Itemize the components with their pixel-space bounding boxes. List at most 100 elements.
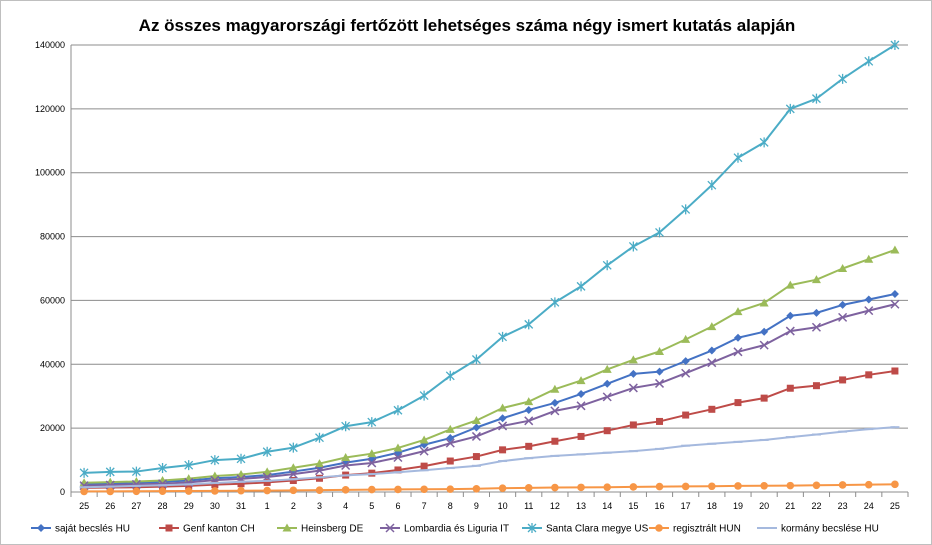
point-5-23: [681, 482, 690, 491]
point-1-22: [656, 417, 664, 425]
point-0-23: [681, 357, 690, 366]
point-4-7: [262, 446, 272, 457]
point-5-26: [760, 481, 768, 490]
x-tick-label-21: 15: [628, 501, 638, 511]
point-1-7: [263, 478, 271, 486]
y-tick-label-7: 140000: [35, 40, 65, 50]
point-1-6: [237, 480, 245, 488]
point-2-28: [811, 275, 821, 284]
x-tick-label-27: 21: [785, 501, 795, 511]
point-0-14: [446, 434, 455, 443]
point-2-20: [602, 364, 612, 373]
series-line-5: [84, 483, 895, 493]
point-4-2: [131, 466, 141, 477]
point-1-26: [760, 394, 768, 402]
x-tick-label-11: 5: [369, 501, 374, 511]
point-5-5: [211, 487, 219, 495]
point-0-25: [733, 333, 742, 342]
x-tick-label-0: 25: [79, 501, 89, 511]
point-2-14: [445, 424, 455, 433]
point-4-25: [733, 152, 743, 163]
point-4-6: [236, 453, 246, 464]
point-1-14: [446, 457, 454, 465]
point-5-20: [603, 483, 612, 492]
legend-label-5: regisztrált HUN: [673, 524, 741, 535]
point-3-13: [419, 446, 429, 456]
point-3-19: [576, 401, 586, 411]
legend-marker-2: [282, 523, 292, 532]
series-line-4: [84, 44, 896, 474]
series-line-1: [84, 370, 896, 489]
chart-title: Az összes magyarországi fertőzött lehets…: [139, 16, 796, 35]
x-tick-label-2: 27: [131, 501, 141, 511]
point-3-22: [654, 378, 665, 388]
point-2-22: [655, 347, 665, 356]
point-4-31: [890, 40, 900, 50]
point-0-26: [760, 327, 769, 336]
point-1-19: [577, 432, 585, 440]
series-6: [79, 426, 900, 489]
point-3-31: [890, 299, 900, 309]
point-5-11: [367, 485, 376, 494]
axes: [70, 45, 908, 493]
point-2-7: [262, 467, 272, 476]
point-5-17: [524, 484, 533, 492]
point-2-11: [367, 449, 377, 458]
point-4-26: [759, 137, 769, 148]
point-5-2: [132, 487, 141, 496]
series-line-2: [84, 249, 896, 484]
point-3-12: [393, 452, 403, 463]
point-4-30: [864, 56, 874, 67]
point-1-28: [812, 382, 820, 390]
point-4-21: [628, 241, 638, 252]
x-tick-label-20: 14: [602, 501, 612, 511]
legend-label-1: Genf kanton CH: [183, 524, 255, 535]
point-0-17: [524, 405, 533, 414]
point-5-12: [394, 485, 402, 494]
point-1-15: [472, 453, 480, 461]
point-0-29: [838, 300, 847, 309]
point-4-14: [445, 370, 455, 381]
point-3-23: [681, 368, 691, 378]
x-tick-label-14: 8: [448, 501, 453, 511]
x-tick-label-29: 23: [838, 501, 848, 511]
x-tick-label-19: 13: [576, 501, 586, 511]
point-3-10: [341, 460, 351, 471]
point-2-18: [550, 384, 560, 393]
legend-item-0: saját becslés HU: [31, 524, 130, 535]
series-layer: [79, 40, 900, 496]
series-line-3: [84, 303, 896, 487]
point-2-9: [314, 459, 324, 468]
point-3-16: [498, 421, 508, 431]
point-5-6: [237, 486, 245, 495]
point-1-25: [734, 399, 742, 407]
point-3-2: [131, 479, 141, 489]
legend-marker-1: [165, 524, 173, 532]
y-tick-label-6: 120000: [35, 104, 65, 114]
point-1-31: [891, 367, 899, 375]
legend-marker-5: [655, 524, 663, 532]
x-tick-label-1: 26: [105, 501, 115, 511]
y-axis-ticks: 0 20000 40000 60000 80000 100000 120000 140000: [35, 40, 65, 497]
point-1-18: [551, 437, 559, 445]
point-5-4: [184, 487, 193, 495]
point-0-24: [707, 346, 716, 355]
point-3-27: [785, 326, 795, 336]
point-4-9: [315, 432, 324, 443]
series-1: [80, 367, 899, 492]
point-3-9: [314, 466, 325, 476]
point-3-25: [733, 347, 743, 357]
point-3-3: [158, 479, 168, 489]
point-1-30: [865, 371, 873, 379]
point-5-22: [655, 482, 664, 491]
point-5-28: [812, 481, 821, 490]
point-2-12: [393, 443, 403, 452]
point-1-5: [211, 481, 219, 489]
point-1-4: [185, 482, 193, 490]
point-2-17: [524, 397, 534, 406]
series-0: [80, 290, 899, 489]
point-5-18: [551, 483, 559, 492]
point-0-16: [498, 414, 507, 423]
point-0-18: [550, 398, 559, 407]
